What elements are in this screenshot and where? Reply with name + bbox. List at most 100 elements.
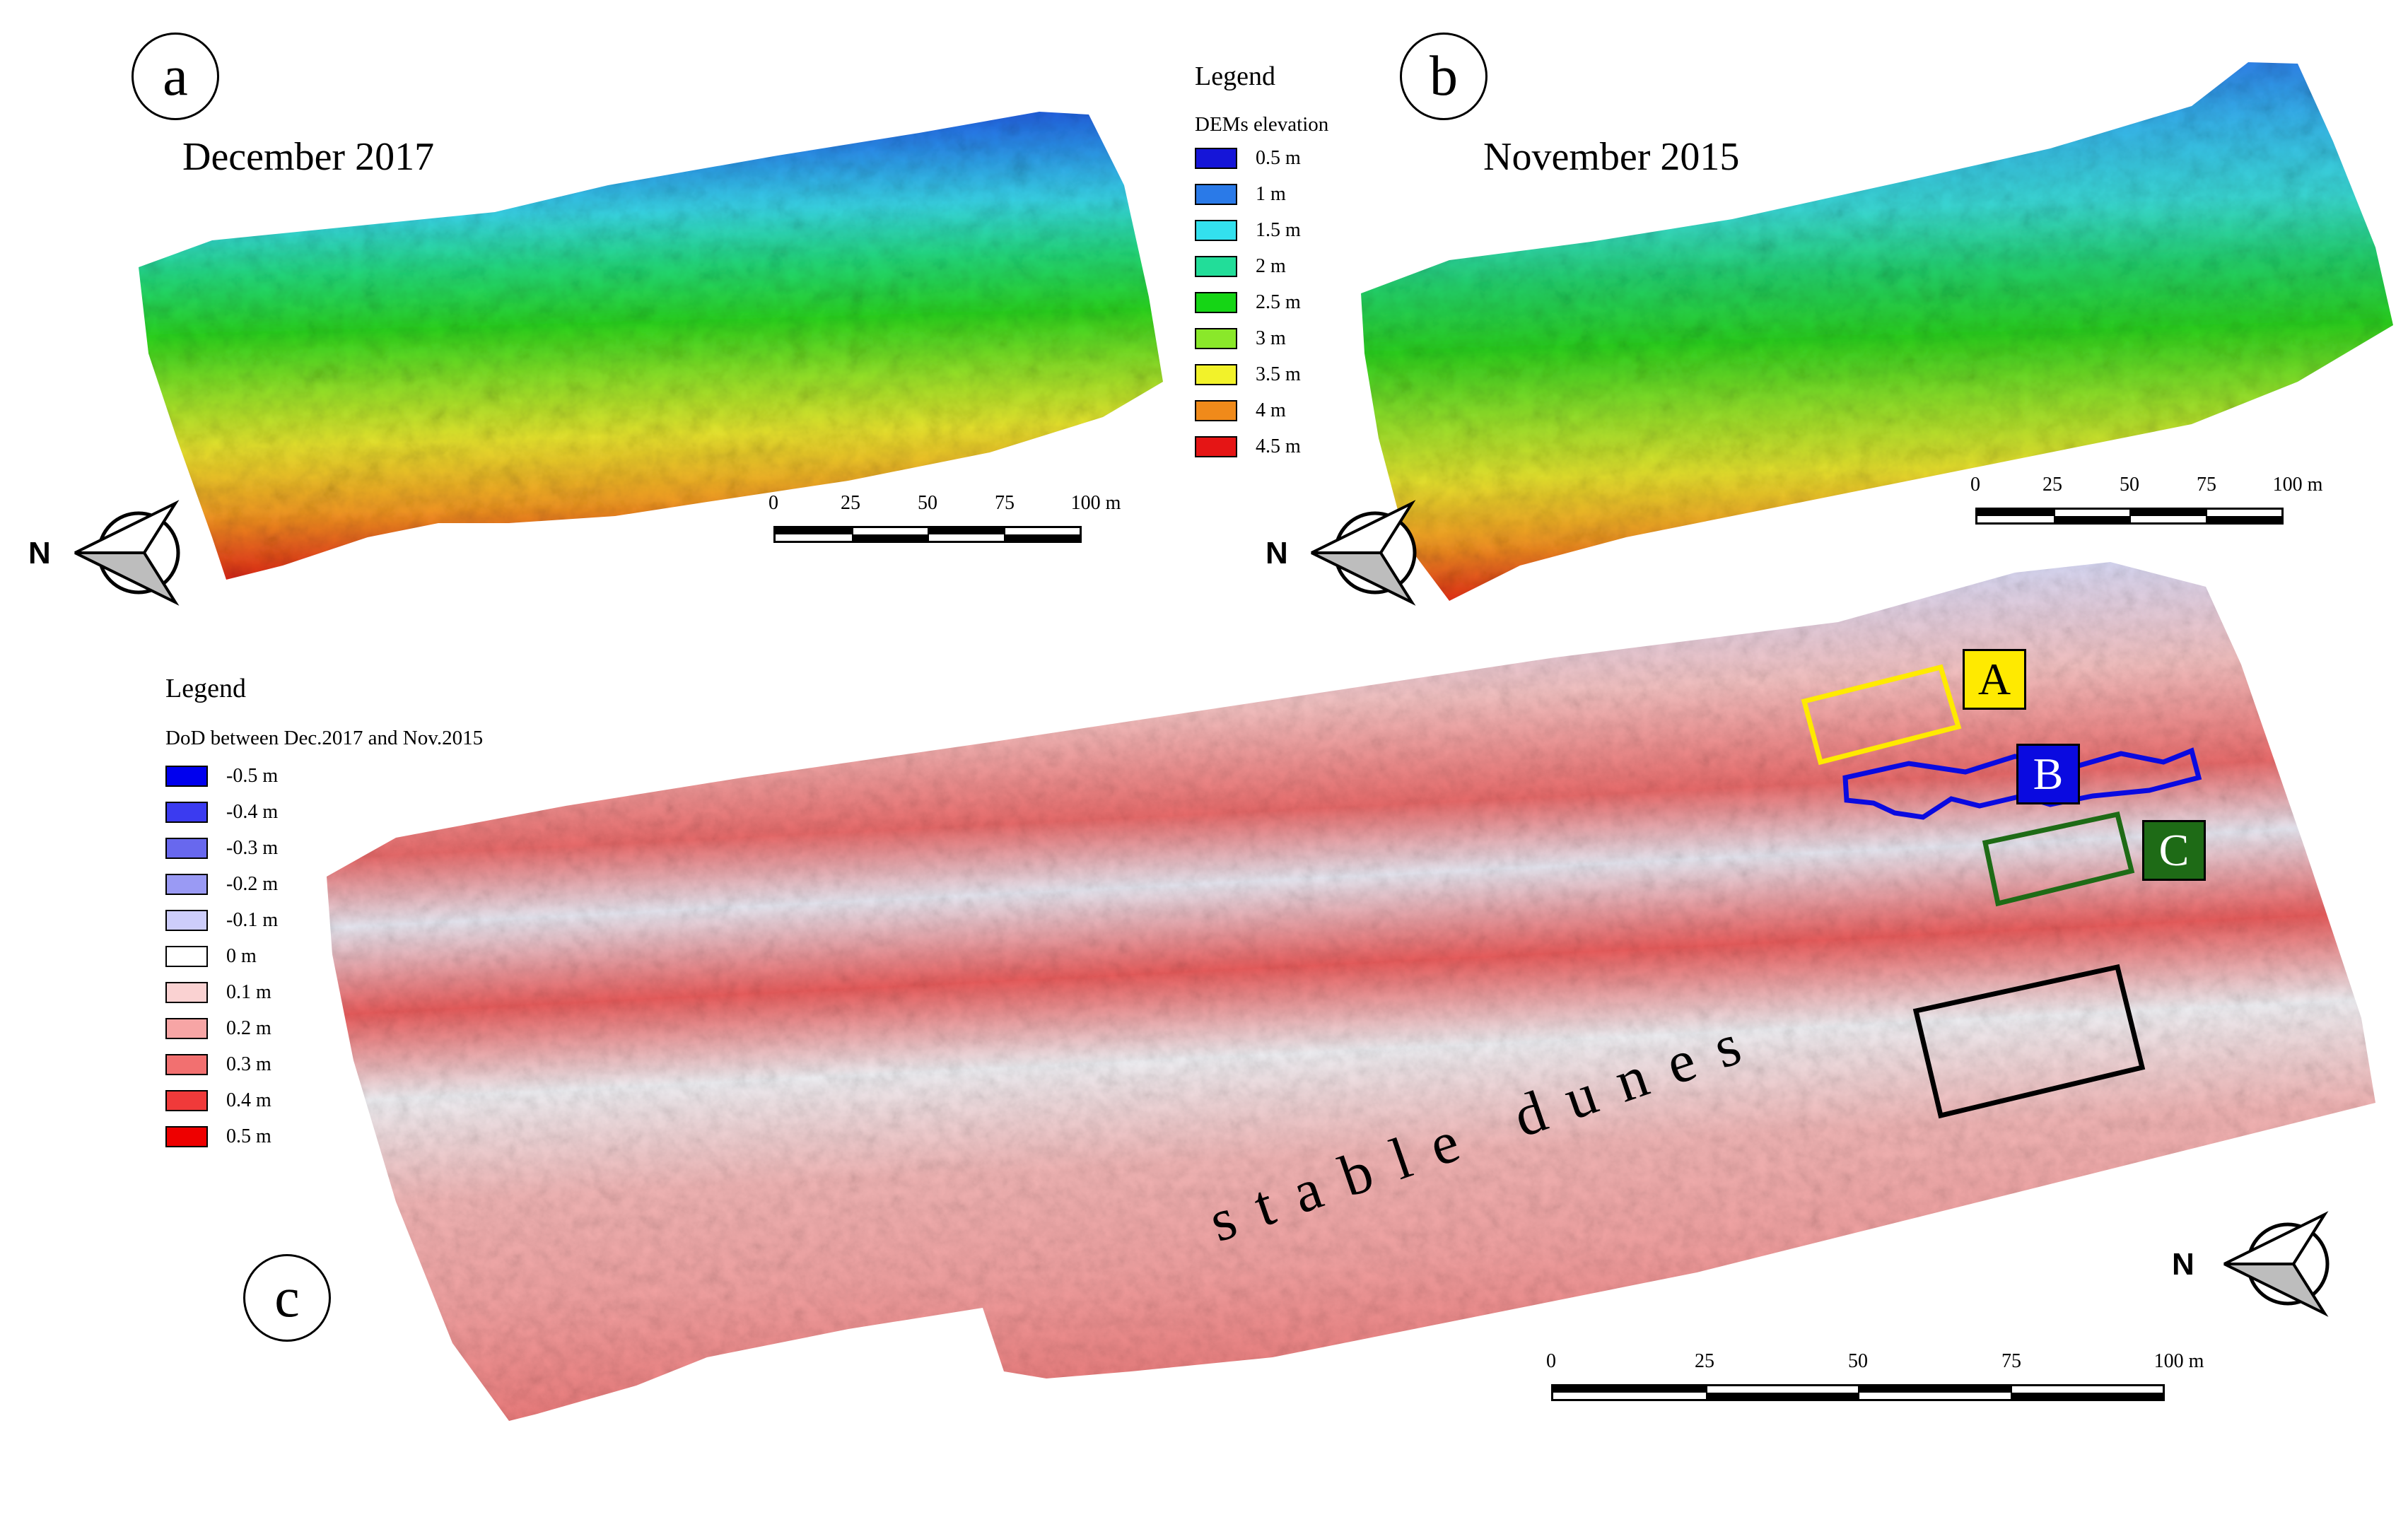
legend-label: -0.4 m xyxy=(226,801,279,823)
legend-swatch xyxy=(165,874,208,895)
legend-item: -0.1 m xyxy=(165,906,278,935)
legend-item: 0.4 m xyxy=(165,1087,271,1115)
legend-item: -0.4 m xyxy=(165,798,278,826)
scale-segment xyxy=(1705,1386,1858,1399)
panel-title-a: December 2017 xyxy=(182,135,435,179)
scale-segment xyxy=(928,528,1004,541)
scale-tick-label: 25 xyxy=(841,492,860,514)
scale-segment xyxy=(2053,510,2129,522)
legend-title: Legend xyxy=(165,674,246,703)
compass-icon xyxy=(74,500,180,606)
compass-north-label: N xyxy=(28,536,51,570)
legend-swatch xyxy=(1195,256,1237,277)
legend-label: -0.5 m xyxy=(226,765,279,787)
legend-label: 3.5 m xyxy=(1256,363,1301,385)
scale-tick-label: 75 xyxy=(2197,474,2216,496)
legend-item: 2 m xyxy=(1195,252,1286,281)
legend-item: 0.2 m xyxy=(165,1014,271,1043)
legend-label: 3 m xyxy=(1256,327,1286,349)
legend-item: 3 m xyxy=(1195,324,1286,353)
box-a-label: A xyxy=(1963,649,2026,710)
legend-label: 0.1 m xyxy=(226,981,271,1003)
legend-label: 0.2 m xyxy=(226,1017,271,1039)
panel-letter-c: c xyxy=(243,1254,331,1342)
legend-swatch xyxy=(1195,148,1237,169)
stable-dunes-box xyxy=(1912,964,2146,1119)
scale-tick-label: 50 xyxy=(1848,1350,1868,1372)
legend-swatch xyxy=(165,838,208,859)
legend-swatch xyxy=(1195,436,1237,457)
legend-swatch xyxy=(165,946,208,967)
legend-swatch xyxy=(165,1054,208,1075)
legend-label: 0.5 m xyxy=(226,1125,271,1147)
legend-swatch xyxy=(1195,292,1237,313)
legend-item: 0.5 m xyxy=(1195,144,1301,172)
legend-label: 1 m xyxy=(1256,183,1286,205)
legend-item: 0.3 m xyxy=(165,1050,271,1079)
legend-item: -0.3 m xyxy=(165,834,278,862)
scale-bar-graphic xyxy=(773,526,1082,543)
panel-letter-a: a xyxy=(131,33,219,120)
legend-swatch xyxy=(1195,328,1237,349)
legend-label: 2 m xyxy=(1256,255,1286,277)
scale-tick-label: 25 xyxy=(2042,474,2062,496)
legend-subtitle: DoD between Dec.2017 and Nov.2015 xyxy=(165,727,484,749)
scale-tick-label: 25 xyxy=(1695,1350,1714,1372)
legend-swatch xyxy=(165,982,208,1003)
scale-segment xyxy=(2010,1386,2163,1399)
legend-swatch xyxy=(165,1090,208,1111)
scale-segment xyxy=(1003,528,1080,541)
scale-tick-label: 75 xyxy=(2001,1350,2021,1372)
legend-item: 1 m xyxy=(1195,180,1286,209)
legend-item: 0.5 m xyxy=(165,1123,271,1151)
scale-tick-label: 100 m xyxy=(1070,492,1121,514)
legend-label: -0.2 m xyxy=(226,873,279,895)
legend-item: -0.2 m xyxy=(165,870,278,898)
panel-letter-b: b xyxy=(1400,33,1488,120)
legend-swatch xyxy=(1195,400,1237,421)
scale-tick-label: 75 xyxy=(995,492,1015,514)
legend-label: 1.5 m xyxy=(1256,219,1301,241)
legend-item: 0.1 m xyxy=(165,978,271,1007)
box-c-label: C xyxy=(2142,820,2206,881)
scale-segment xyxy=(1858,1386,2011,1399)
legend-label: 0.5 m xyxy=(1256,147,1301,169)
scale-bar-graphic xyxy=(1975,508,2284,525)
dem-map-november-2015 xyxy=(1361,62,2393,601)
legend-swatch xyxy=(1195,184,1237,205)
legend-item: -0.5 m xyxy=(165,762,278,790)
legend-item: 4.5 m xyxy=(1195,433,1301,461)
scale-tick-label: 0 xyxy=(1546,1350,1556,1372)
compass-icon xyxy=(2223,1211,2330,1317)
scale-tick-label: 100 m xyxy=(2153,1350,2204,1372)
dod-map xyxy=(327,562,2375,1421)
scale-segment xyxy=(1977,510,2054,522)
legend-subtitle: DEMs elevation xyxy=(1195,113,1329,136)
legend-item: 2.5 m xyxy=(1195,288,1301,317)
legend-label: 0 m xyxy=(226,945,257,967)
scale-tick-label: 100 m xyxy=(2272,474,2323,496)
box-b-label: B xyxy=(2016,744,2080,804)
panel-title-b: November 2015 xyxy=(1483,135,1740,179)
box-a-outline xyxy=(1801,664,1962,766)
scale-tick-label: 50 xyxy=(918,492,937,514)
legend-item: 4 m xyxy=(1195,397,1286,425)
compass-north-label: N xyxy=(2172,1247,2194,1282)
scale-segment xyxy=(776,528,852,541)
legend-label: 4 m xyxy=(1256,399,1286,421)
box-c-outline xyxy=(1982,811,2135,907)
dem-map-december-2017 xyxy=(139,112,1163,580)
scale-segment xyxy=(851,528,928,541)
scale-segment xyxy=(2129,510,2206,522)
scale-tick-label: 0 xyxy=(768,492,778,514)
scale-segment xyxy=(1553,1386,1706,1399)
legend-swatch xyxy=(165,910,208,931)
legend-title: Legend xyxy=(1195,62,1275,91)
legend-item: 3.5 m xyxy=(1195,361,1301,389)
legend-swatch xyxy=(1195,364,1237,385)
legend-swatch xyxy=(165,802,208,823)
legend-swatch xyxy=(1195,220,1237,241)
legend-swatch xyxy=(165,766,208,787)
scale-tick-label: 0 xyxy=(1970,474,1980,496)
